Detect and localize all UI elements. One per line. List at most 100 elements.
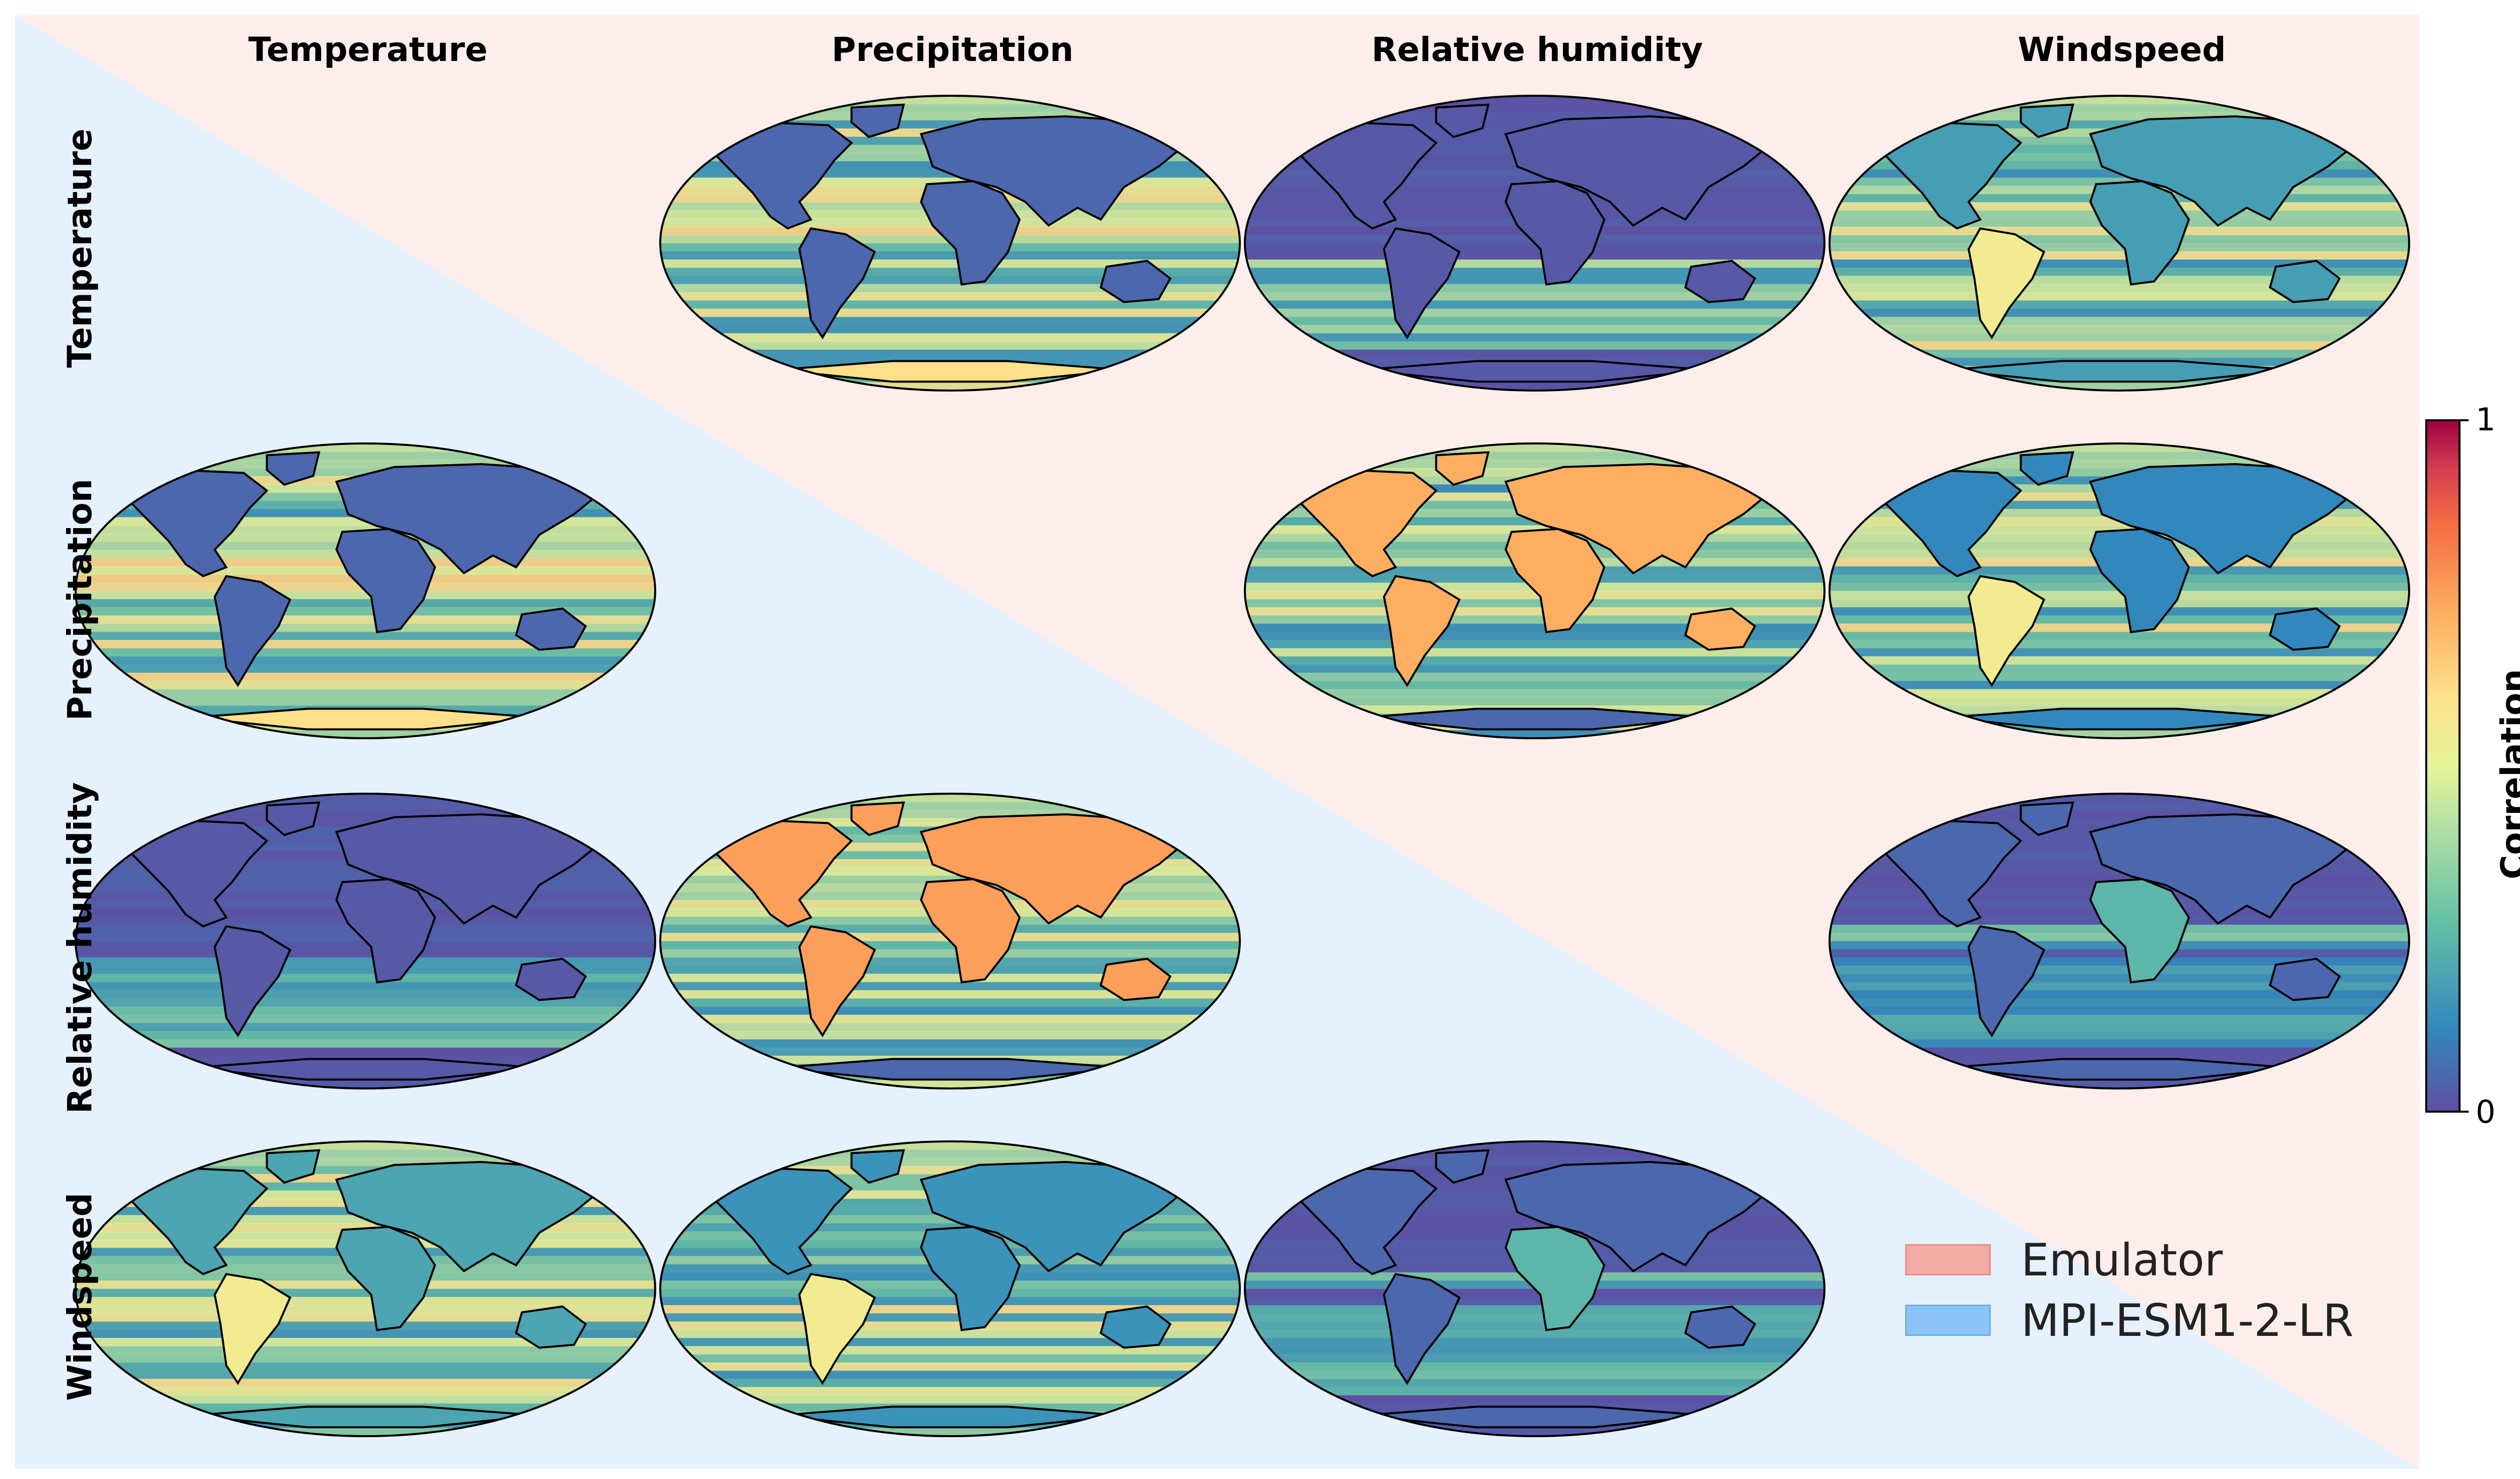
ocean-band — [660, 1039, 1240, 1048]
ocean-band — [76, 640, 655, 649]
continent-africa — [1504, 1226, 1606, 1331]
ocean-band — [660, 1395, 1240, 1404]
map-outline-windspeed-temperature — [75, 1140, 656, 1437]
ocean-band — [76, 664, 655, 673]
continent-south-america — [213, 925, 292, 1038]
ocean-band — [1245, 333, 1824, 342]
ocean-band — [1245, 349, 1824, 358]
ocean-band — [1830, 681, 2409, 690]
ocean-band — [1245, 681, 1824, 690]
ocean-band — [1245, 1362, 1824, 1371]
ocean-band — [660, 349, 1240, 358]
ocean-band — [1830, 802, 2409, 811]
ocean-band — [1830, 452, 2409, 461]
continent-africa — [335, 878, 436, 984]
ocean-band — [1245, 316, 1824, 326]
continent-south-america — [798, 1273, 876, 1385]
ocean-band — [1830, 599, 2409, 608]
map-panel-relative-humidity-windspeed — [1830, 794, 2409, 1088]
ocean-band — [1830, 990, 2409, 999]
ocean-band — [660, 802, 1240, 811]
ocean-band — [1245, 1297, 1824, 1306]
ocean-band — [76, 599, 655, 608]
ocean-band — [660, 1379, 1240, 1388]
ocean-band — [1245, 1387, 1824, 1396]
column-title-temperature: Temperature — [248, 30, 488, 69]
ocean-band — [76, 460, 655, 469]
legend-swatch-mpi — [1905, 1305, 1991, 1336]
ocean-band — [1245, 251, 1824, 260]
legend-label-mpi: MPI-ESM1-2-LR — [2021, 1294, 2354, 1346]
map-panel-precipitation-windspeed — [1830, 443, 2409, 738]
ocean-band — [1830, 664, 2409, 673]
ocean-band — [1830, 949, 2409, 958]
colorbar-gradient — [2425, 419, 2461, 1113]
map-panel-relative-humidity-precipitation — [660, 794, 1240, 1088]
continent-south-america — [1382, 227, 1461, 340]
row-title-precipitation: Precipitation — [60, 479, 99, 721]
colorbar-max-label: 1 — [2476, 401, 2496, 438]
continent-south-america — [1967, 227, 2046, 340]
ocean-band — [76, 1047, 655, 1056]
ocean-band — [1245, 443, 1824, 453]
ocean-band — [1830, 1039, 2409, 1048]
column-title-precipitation: Precipitation — [832, 30, 1074, 69]
legend-item-emulator: Emulator — [1905, 1234, 2223, 1286]
continent-australia — [2269, 957, 2341, 1001]
ocean-band — [76, 697, 655, 706]
ocean-band — [76, 1329, 655, 1338]
ocean-band — [1830, 333, 2409, 342]
ocean-band — [1830, 794, 2409, 803]
continent-greenland — [850, 801, 905, 837]
continent-greenland — [850, 103, 905, 139]
continent-north-america — [705, 1167, 853, 1275]
ocean-band — [1830, 300, 2409, 309]
map-outline-temperature-relative-humidity — [1244, 95, 1825, 392]
ocean-band — [76, 1014, 655, 1023]
ocean-band — [660, 1031, 1240, 1040]
column-title-windspeed: Windspeed — [2018, 30, 2226, 69]
map-panel-windspeed-temperature — [76, 1141, 655, 1436]
continent-north-america — [1874, 819, 2023, 928]
continent-africa — [1504, 180, 1606, 286]
legend-label-emulator: Emulator — [2021, 1234, 2223, 1286]
continent-north-america — [1290, 1167, 1438, 1275]
continent-greenland — [2020, 103, 2074, 139]
continent-australia — [1684, 260, 1756, 303]
ocean-band — [660, 1338, 1240, 1347]
ocean-band — [1245, 673, 1824, 682]
ocean-band — [76, 1006, 655, 1015]
continent-north-america — [120, 469, 269, 577]
continent-greenland — [2020, 801, 2074, 837]
ocean-band — [1830, 1031, 2409, 1040]
ocean-band — [76, 810, 655, 819]
ocean-band — [1830, 96, 2409, 105]
ocean-band — [660, 284, 1240, 293]
continent-north-america — [1874, 121, 2023, 230]
ocean-band — [1830, 460, 2409, 469]
ocean-band — [76, 794, 655, 803]
ocean-band — [1830, 648, 2409, 657]
ocean-band — [1830, 341, 2409, 350]
ocean-band — [76, 1158, 655, 1167]
ocean-band — [1245, 284, 1824, 293]
continent-south-america — [798, 227, 876, 340]
map-outline-precipitation-relative-humidity — [1244, 442, 1825, 739]
ocean-band — [1245, 300, 1824, 309]
ocean-band — [1245, 664, 1824, 673]
row-title-windspeed: Windspeed — [60, 1193, 99, 1401]
continent-australia — [1099, 1305, 1172, 1349]
continent-africa — [2089, 878, 2190, 984]
continent-africa — [2089, 528, 2190, 633]
continent-greenland — [266, 1149, 321, 1184]
ocean-band — [1830, 1014, 2409, 1023]
colorbar-min-label: 0 — [2476, 1094, 2496, 1130]
ocean-band — [1245, 96, 1824, 105]
ocean-band — [76, 802, 655, 811]
ocean-band — [660, 96, 1240, 105]
ocean-band — [76, 1297, 655, 1306]
map-panel-temperature-windspeed — [1830, 96, 2409, 391]
ocean-band — [1830, 982, 2409, 991]
map-outline-windspeed-relative-humidity — [1244, 1140, 1825, 1437]
continent-africa — [1504, 528, 1606, 633]
